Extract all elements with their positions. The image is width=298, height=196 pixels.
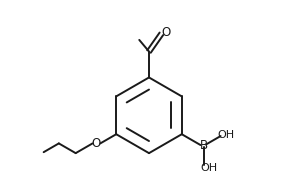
Text: OH: OH: [217, 130, 234, 140]
Text: O: O: [162, 25, 171, 39]
Text: B: B: [200, 139, 209, 152]
Text: O: O: [91, 137, 101, 150]
Text: OH: OH: [201, 163, 218, 173]
